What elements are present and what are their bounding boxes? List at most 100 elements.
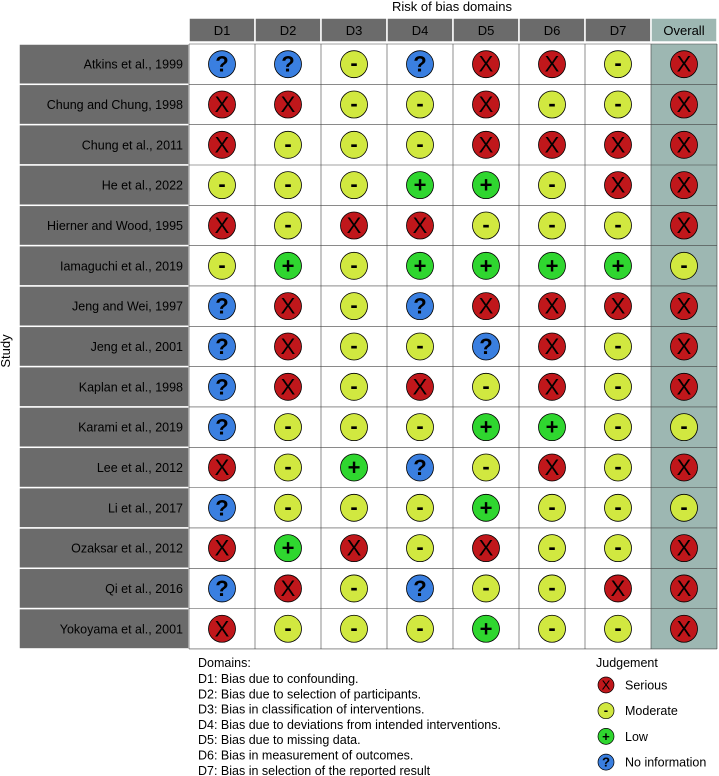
judgement-symbol: ? — [281, 52, 294, 77]
judgement-marker-overall — [670, 534, 698, 563]
judgement-symbol: X — [215, 213, 230, 238]
legend-label: No information — [625, 756, 706, 770]
judgement-marker-d2 — [274, 574, 302, 603]
judgement-symbol: - — [482, 454, 489, 479]
judgement-marker-d1 — [208, 453, 236, 482]
column-header-label: D4 — [412, 23, 429, 38]
judgement-symbol: - — [614, 454, 621, 479]
judgement-marker-d7 — [604, 292, 632, 321]
judgement-marker-d6 — [538, 50, 566, 79]
judgement-symbol: - — [416, 615, 423, 640]
study-name-label: Lee et al., 2012 — [97, 461, 183, 475]
judgement-symbol: X — [677, 173, 692, 198]
judgement-marker-d6 — [538, 372, 566, 401]
judgement-marker-d5 — [472, 372, 500, 401]
judgement-symbol: - — [416, 131, 423, 156]
judgement-symbol: - — [218, 252, 225, 277]
column-header-label: D5 — [478, 23, 495, 38]
judgement-marker-d2 — [274, 534, 302, 563]
judgement-marker-d2 — [274, 614, 302, 643]
judgement-symbol: + — [282, 536, 295, 561]
judgement-marker-d6 — [538, 453, 566, 482]
judgement-symbol: - — [548, 212, 555, 237]
judgement-marker-d2 — [274, 453, 302, 482]
judgement-symbol: - — [614, 414, 621, 439]
judgement-symbol: - — [614, 333, 621, 358]
judgement-marker-d6 — [538, 211, 566, 240]
judgement-symbol: X — [281, 92, 296, 117]
judgement-symbol: + — [348, 455, 361, 480]
judgement-symbol: X — [479, 294, 494, 319]
judgement-marker-d4 — [406, 534, 434, 563]
judgement-marker-d4 — [406, 171, 434, 200]
judgement-marker-d1 — [208, 251, 236, 280]
judgement-symbol: X — [215, 132, 230, 157]
study-name-cell — [18, 486, 190, 529]
study-name-label: Jeng et al., 2001 — [91, 340, 183, 354]
judgement-marker-d5 — [472, 130, 500, 159]
judgement-marker-d4 — [406, 453, 434, 482]
judgement-symbol: - — [350, 252, 357, 277]
judgement-symbol: X — [611, 294, 626, 319]
judgement-marker-d6 — [538, 413, 566, 442]
study-name-cell — [18, 607, 190, 650]
judgement-symbol: X — [677, 213, 692, 238]
judgement-symbol: - — [680, 252, 687, 277]
judgement-symbol: - — [416, 494, 423, 519]
judgement-symbol: X — [479, 52, 494, 77]
judgement-symbol: - — [548, 91, 555, 116]
judgement-symbol: + — [480, 415, 493, 440]
study-name-cell — [18, 123, 190, 166]
legend-marker — [597, 728, 615, 745]
study-name-label: Atkins et al., 1999 — [84, 58, 183, 72]
column-header-cell — [518, 17, 586, 43]
judgement-marker-d5 — [472, 90, 500, 119]
judgement-symbol: - — [680, 414, 687, 439]
judgement-symbol: - — [350, 414, 357, 439]
judgement-marker-d5 — [472, 574, 500, 603]
judgement-marker-d3 — [340, 171, 368, 200]
judgement-marker-d7 — [604, 332, 632, 361]
column-header-cell — [650, 17, 718, 43]
judgement-symbol: X — [215, 92, 230, 117]
judgement-marker-d2 — [274, 413, 302, 442]
judgement-marker-d1 — [208, 574, 236, 603]
judgement-marker-d4 — [406, 292, 434, 321]
judgement-symbol: X — [677, 374, 692, 399]
judgement-symbol: - — [614, 373, 621, 398]
judgement-marker-d4 — [406, 413, 434, 442]
judgement-marker-d3 — [340, 493, 368, 522]
judgement-marker-d3 — [340, 332, 368, 361]
study-name-cell — [18, 527, 190, 570]
judgement-marker-d7 — [604, 211, 632, 240]
judgement-marker-d1 — [208, 130, 236, 159]
judgement-symbol: X — [545, 294, 560, 319]
judgement-marker-d7 — [604, 372, 632, 401]
judgement-marker-d5 — [472, 453, 500, 482]
judgement-symbol: - — [614, 494, 621, 519]
judgement-symbol: X — [611, 576, 626, 601]
judgement-symbol: ? — [413, 52, 426, 77]
judgement-marker-d7 — [604, 574, 632, 603]
judgement-marker-d3 — [340, 372, 368, 401]
judgement-symbol: + — [602, 729, 610, 744]
judgement-marker-d2 — [274, 130, 302, 159]
judgement-marker-overall — [670, 493, 698, 522]
judgement-marker-overall — [670, 171, 698, 200]
judgement-symbol: X — [677, 92, 692, 117]
judgement-marker-overall — [670, 453, 698, 482]
judgement-marker-d1 — [208, 292, 236, 321]
judgement-marker-d3 — [340, 574, 368, 603]
judgement-symbol: - — [614, 212, 621, 237]
judgement-symbol: X — [281, 576, 296, 601]
judgement-marker-d1 — [208, 171, 236, 200]
study-name-label: Qi et al., 2016 — [105, 582, 183, 596]
judgement-marker-overall — [670, 372, 698, 401]
judgement-symbol: X — [545, 374, 560, 399]
judgement-marker-d6 — [538, 534, 566, 563]
judgement-symbol: - — [218, 172, 225, 197]
judgement-symbol: X — [281, 334, 296, 359]
judgement-symbol: + — [546, 415, 559, 440]
judgement-symbol: - — [284, 172, 291, 197]
